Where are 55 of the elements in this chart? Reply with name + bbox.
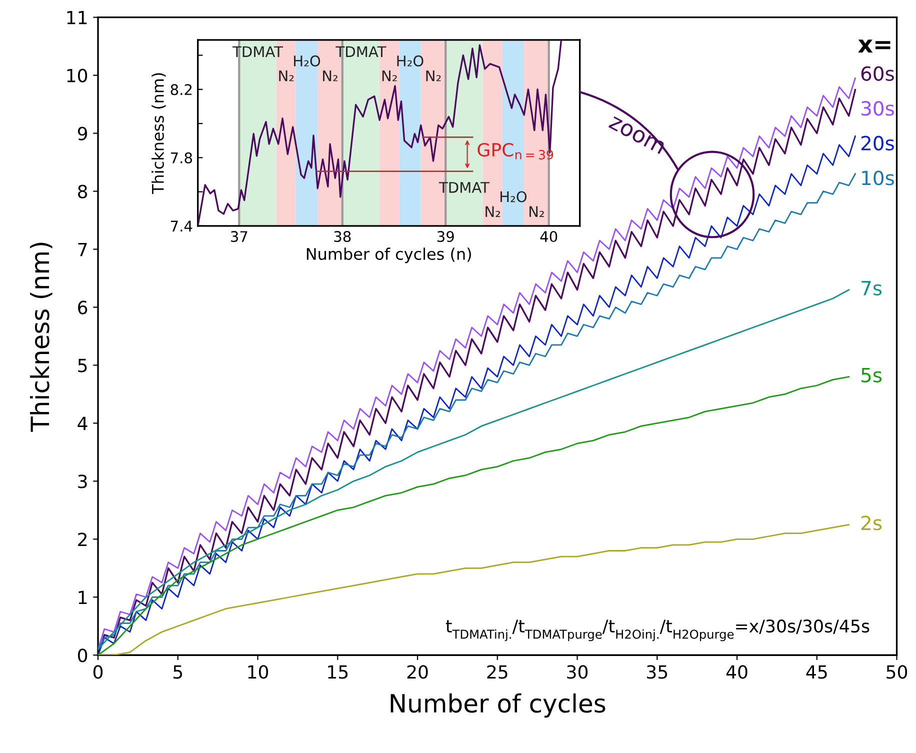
series-label: 30s [862, 101, 894, 116]
band-label: N₂ [323, 70, 338, 82]
band-label: N₂ [426, 70, 441, 82]
y-tick-label: 9 [78, 126, 88, 140]
annotation: zoom [608, 116, 666, 154]
y-tick-label: 7 [78, 242, 87, 256]
y-tick-label: 3 [78, 474, 87, 488]
x-tick-label: 38 [334, 231, 351, 242]
x-tick-label: 20 [407, 665, 428, 679]
y-tick-label: 7.8 [171, 152, 192, 164]
band-label: TDMAT [438, 182, 490, 193]
y-axis-title: Thickness (nm) [152, 73, 166, 194]
y-tick-label: 11 [67, 11, 87, 24]
y-tick-label: 10 [67, 68, 88, 82]
y-tick-label: 0 [78, 648, 88, 662]
band-label: H₂O [294, 55, 320, 66]
band-label: TDMAT [232, 46, 284, 57]
series-label: 10s [862, 170, 894, 186]
y-tick-label: 4 [78, 416, 88, 430]
band-label: N₂ [382, 70, 397, 82]
band-label: H₂O [397, 55, 424, 66]
x-tick-label: 0 [93, 665, 103, 679]
series-label: 20s [861, 136, 894, 151]
y-tick-label: 1 [78, 590, 87, 604]
x-axis-title: Number of cycles (n) [306, 248, 471, 264]
band-label: H₂O [500, 191, 527, 202]
y-tick-label: 5 [78, 358, 87, 372]
band-label: N₂ [279, 70, 294, 82]
annotation: x= [858, 40, 890, 53]
x-tick-label: 15 [328, 665, 348, 679]
x-tick-label: 30 [567, 665, 588, 679]
x-tick-label: 40 [726, 665, 748, 679]
band-label: N₂ [486, 206, 500, 217]
series-label: 5s [862, 368, 882, 382]
y-axis-title: Thickness (nm) [30, 242, 52, 432]
y-tick-label: 6 [78, 300, 88, 314]
x-tick-label: 40 [540, 231, 558, 242]
series-label: 2s [861, 516, 882, 530]
y-tick-label: 8 [78, 184, 88, 198]
x-axis-title: Number of cycles [390, 693, 606, 718]
x-tick-label: 37 [230, 231, 248, 242]
x-tick-label: 45 [806, 665, 827, 679]
band-label: TDMAT [336, 46, 386, 57]
y-tick-label: 2 [78, 532, 86, 546]
series-label: 7s [862, 281, 882, 296]
x-tick-label: 50 [886, 665, 908, 679]
x-tick-label: 39 [437, 231, 454, 242]
x-tick-label: 25 [487, 665, 508, 679]
y-tick-label: 8.2 [170, 84, 192, 96]
x-tick-label: 35 [647, 665, 668, 679]
x-tick-label: 10 [248, 665, 268, 679]
band-label: N₂ [530, 206, 544, 217]
series-label: 60s [861, 66, 894, 81]
y-tick-label: 7.4 [171, 220, 192, 232]
annotation: GPC$_{n=39}$ [478, 142, 554, 160]
